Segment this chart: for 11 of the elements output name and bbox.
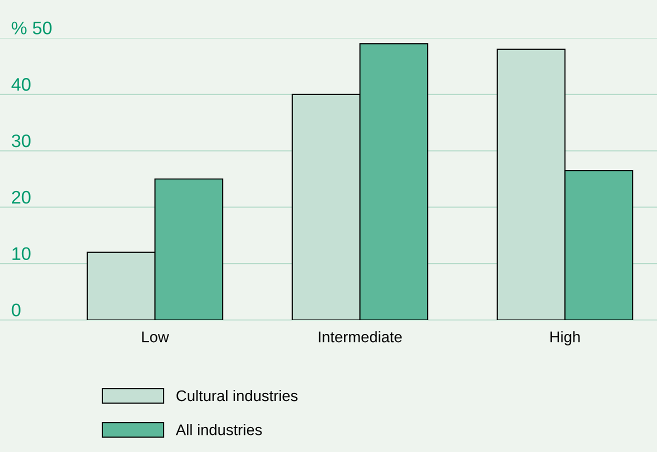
legend-label: Cultural industries (176, 390, 298, 402)
y-tick-label: 10 (12, 247, 30, 260)
x-tick-label: Intermediate (318, 331, 402, 342)
x-tick-label: High (550, 331, 580, 346)
legend-label: All industries (176, 424, 262, 436)
y-tick-label: 20 (12, 190, 30, 204)
x-tick-label: Low (142, 332, 170, 342)
y-tick-label: 40 (12, 78, 30, 91)
y-tick-label: % 50 (12, 22, 52, 34)
y-tick-label: 30 (12, 134, 30, 148)
y-tick-label: 0 (12, 304, 20, 316)
